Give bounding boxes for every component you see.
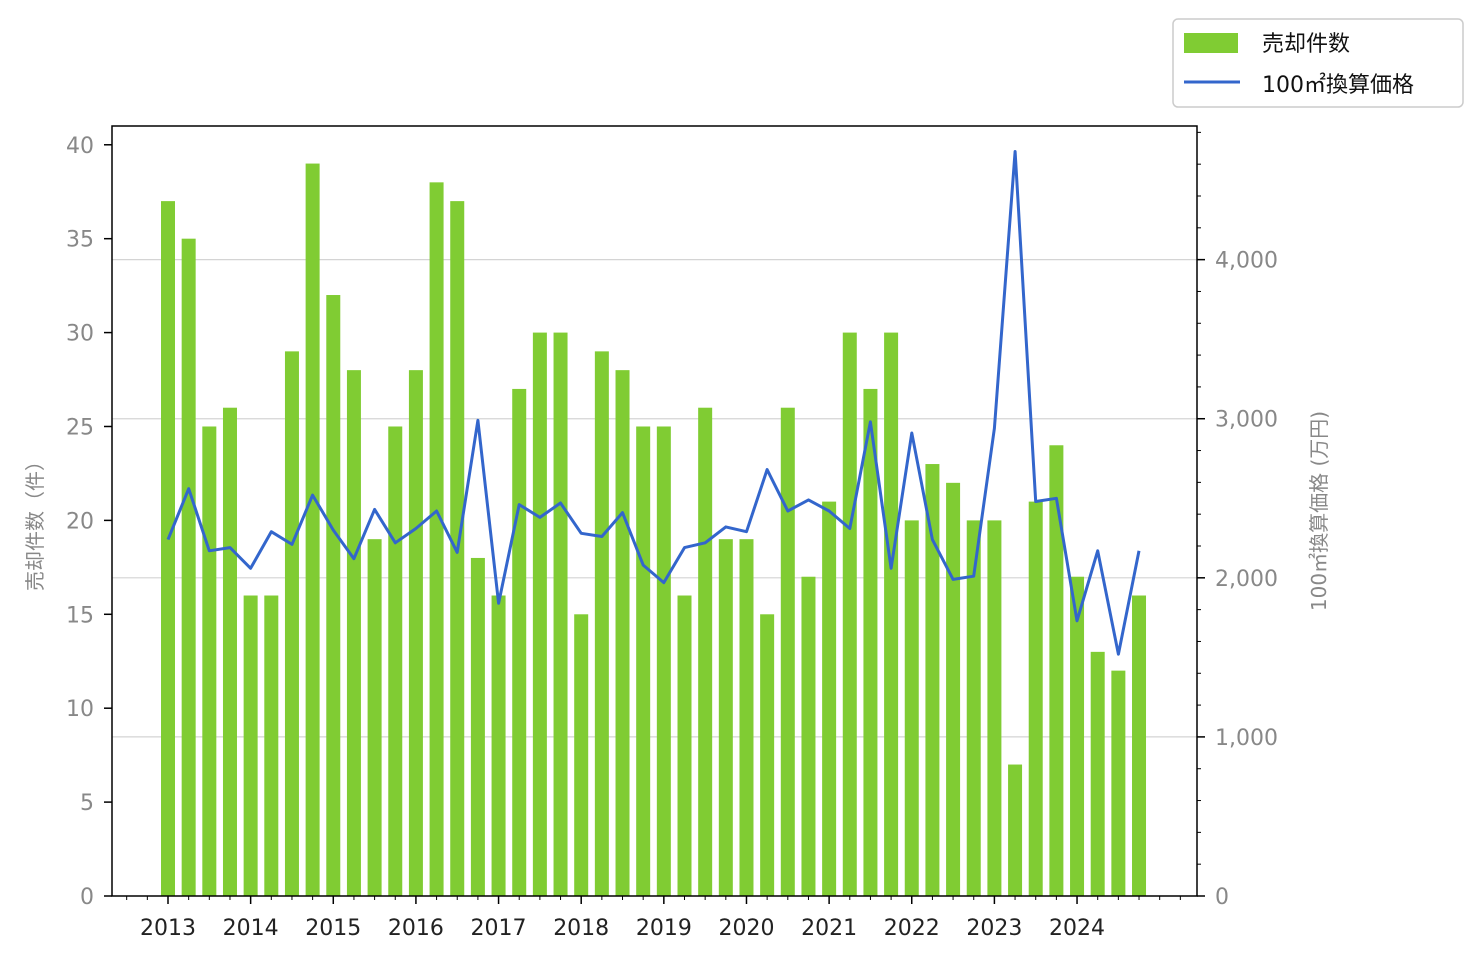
bar xyxy=(1028,501,1043,896)
price-line xyxy=(166,150,1141,656)
right-axis-title: 100㎡換算価格 (万円) xyxy=(1307,411,1331,611)
bar xyxy=(222,407,237,896)
left-axis-title: 売却件数（件） xyxy=(23,451,47,591)
legend-line-label: 100㎡換算価格 xyxy=(1262,72,1414,98)
bar xyxy=(636,426,651,896)
bar xyxy=(574,614,589,896)
bar xyxy=(367,539,382,896)
bar xyxy=(739,539,754,896)
bar xyxy=(161,201,175,896)
legend-bar-label: 売却件数 xyxy=(1262,32,1350,57)
bar xyxy=(264,595,279,896)
bar xyxy=(946,482,961,896)
legend-box xyxy=(1172,18,1464,108)
right-tick-label: 2,000 xyxy=(1215,567,1278,592)
bar xyxy=(181,238,196,896)
left-tick-label: 30 xyxy=(66,322,94,347)
left-axis-ticks: 0 5 10 15 20 25 30 35 40 xyxy=(66,134,112,910)
bar xyxy=(594,351,609,896)
bar xyxy=(429,182,444,897)
bar xyxy=(863,388,878,896)
bar xyxy=(1132,595,1147,896)
bar xyxy=(408,370,423,896)
bar xyxy=(1090,651,1105,896)
bar xyxy=(305,163,320,896)
bar xyxy=(615,370,630,896)
x-tick-label: 2023 xyxy=(966,916,1022,941)
x-tick-label: 2016 xyxy=(388,916,444,941)
bar xyxy=(656,426,671,896)
left-tick-label: 25 xyxy=(66,415,94,440)
bar xyxy=(718,539,733,896)
bar xyxy=(388,426,403,896)
bar xyxy=(822,501,837,896)
bar xyxy=(284,351,299,896)
left-tick-label: 15 xyxy=(66,603,94,628)
left-tick-label: 40 xyxy=(66,134,94,159)
plot-frame xyxy=(111,125,1198,897)
x-tick-label: 2014 xyxy=(223,916,279,941)
x-axis-ticks: 2013 2014 2015 2016 2017 2018 2019 2020 2021 2022… xyxy=(126,896,1181,941)
bar-series xyxy=(161,163,1147,897)
left-tick-label: 5 xyxy=(80,791,94,816)
left-tick-label: 35 xyxy=(66,228,94,253)
x-tick-label: 2013 xyxy=(140,916,196,941)
x-tick-label: 2015 xyxy=(305,916,361,941)
right-tick-label: 4,000 xyxy=(1215,249,1278,274)
bar xyxy=(966,520,981,896)
bar xyxy=(1008,764,1023,896)
bar xyxy=(884,332,899,897)
bar xyxy=(243,595,258,896)
line-series xyxy=(166,150,1141,656)
bar xyxy=(1049,445,1064,896)
bar xyxy=(512,388,527,896)
left-tick-label: 20 xyxy=(66,509,94,534)
bar xyxy=(780,407,795,896)
left-tick-label: 10 xyxy=(66,697,94,722)
right-tick-label: 0 xyxy=(1215,885,1229,910)
left-tick-label: 0 xyxy=(80,885,94,910)
bar xyxy=(326,295,341,896)
x-tick-label: 2018 xyxy=(553,916,609,941)
bar xyxy=(470,557,485,896)
bar xyxy=(1111,670,1126,896)
x-tick-label: 2024 xyxy=(1049,916,1105,941)
bar xyxy=(801,576,816,896)
bar xyxy=(904,520,919,896)
bar xyxy=(677,595,692,896)
bar xyxy=(1070,576,1085,896)
bar xyxy=(698,407,713,896)
bar xyxy=(987,520,1002,896)
bar xyxy=(553,332,568,897)
x-tick-label: 2017 xyxy=(471,916,527,941)
x-tick-label: 2020 xyxy=(718,916,774,941)
bar xyxy=(202,426,217,896)
right-tick-label: 3,000 xyxy=(1215,408,1278,433)
legend-bar-swatch xyxy=(1184,33,1238,53)
bar xyxy=(760,614,775,896)
bar xyxy=(842,332,857,897)
right-axis-ticks: 0 1,000 2,000 3,000 4,000 xyxy=(1197,131,1278,910)
bar xyxy=(346,370,361,896)
x-tick-label: 2019 xyxy=(636,916,692,941)
x-tick-label: 2021 xyxy=(801,916,857,941)
bar xyxy=(532,332,547,897)
x-tick-label: 2022 xyxy=(884,916,940,941)
bar xyxy=(925,464,940,896)
bar xyxy=(491,595,506,896)
right-tick-label: 1,000 xyxy=(1215,726,1278,751)
legend: 売却件数 100㎡換算価格 xyxy=(1172,18,1464,108)
